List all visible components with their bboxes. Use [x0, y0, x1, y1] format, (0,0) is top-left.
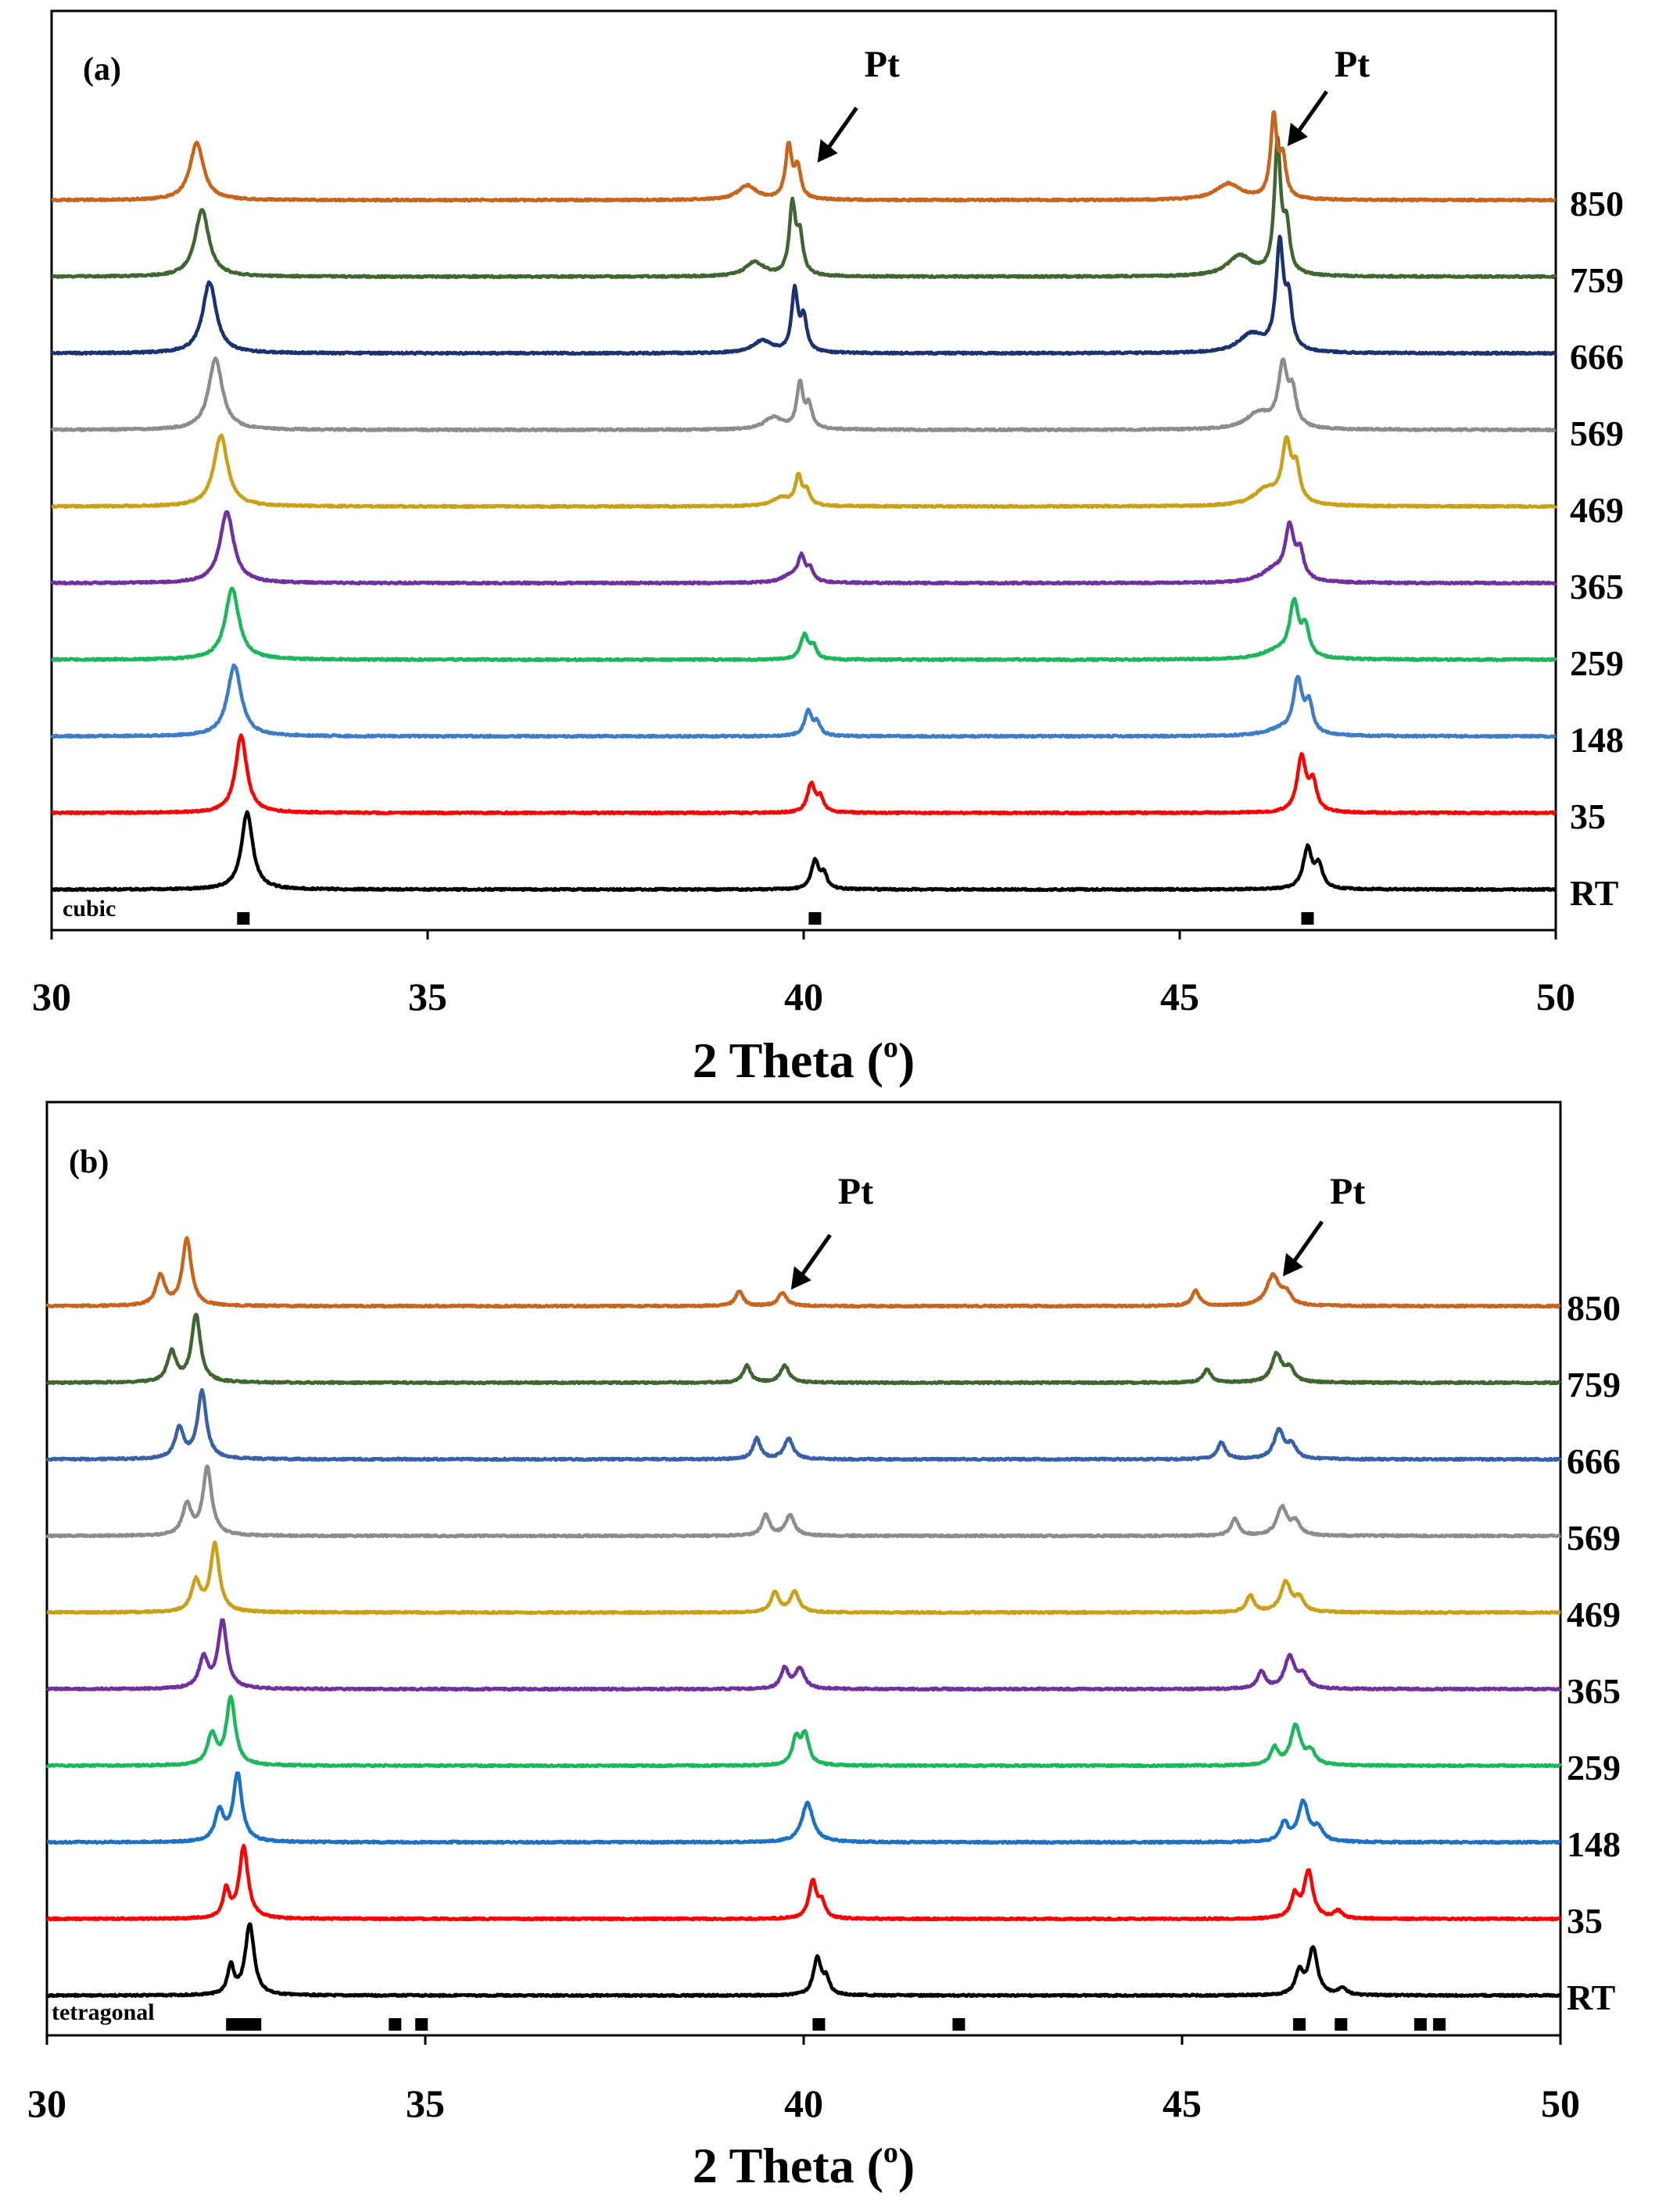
- series-line-365: [50, 510, 1557, 586]
- panel-b-frame: [45, 1101, 1562, 2037]
- x-tick-label: 50: [1536, 975, 1575, 1018]
- x-tick-label: 35: [406, 2081, 445, 2125]
- x-tick-label: 30: [27, 2081, 66, 2125]
- pt-arrow-head: [1287, 123, 1308, 147]
- temperature-label-666: 666: [1567, 1441, 1621, 1481]
- x-tick-label: 40: [784, 975, 823, 1018]
- reference-marker: [249, 2018, 262, 2031]
- x-tick-label: 45: [1160, 975, 1199, 1018]
- panel-b-x-axis: 30 35 40 45 50: [27, 2035, 1580, 2125]
- reference-marker: [415, 2018, 428, 2031]
- temperature-label-RT: RT: [1570, 873, 1618, 913]
- temperature-label-469: 469: [1570, 490, 1624, 530]
- x-tick-label: 45: [1163, 2081, 1202, 2125]
- reference-marker: [808, 912, 822, 925]
- temperature-label-148: 148: [1567, 1824, 1621, 1864]
- x-tick-label: 50: [1541, 2081, 1580, 2125]
- reference-marker: [952, 2018, 966, 2031]
- x-tick-label: 30: [32, 975, 71, 1018]
- series-line-666: [45, 1387, 1562, 1462]
- x-tick-label: 40: [784, 2081, 823, 2125]
- pt-arrow-head: [790, 1266, 812, 1290]
- series-line-259: [50, 586, 1557, 663]
- panel-b-pt-annotations: Pt Pt: [790, 1171, 1365, 1290]
- series-line-259: [45, 1695, 1562, 1769]
- series-line-35: [45, 1843, 1562, 1922]
- pt-annotation-label: Pt: [1335, 44, 1370, 85]
- pt-annotation-label: Pt: [1330, 1171, 1365, 1212]
- reference-marker: [237, 2018, 250, 2031]
- panel-b-reference-markers: [226, 2018, 1446, 2031]
- temperature-label-469: 469: [1567, 1595, 1621, 1634]
- reference-marker: [1293, 2018, 1306, 2031]
- panel-b-label: (b): [69, 1144, 109, 1180]
- reference-marker: [1335, 2018, 1348, 2031]
- temperature-label-35: 35: [1567, 1901, 1603, 1941]
- panel-a-reference-markers: [237, 912, 1314, 925]
- panel-a-label: (a): [83, 52, 121, 88]
- temperature-label-259: 259: [1567, 1748, 1621, 1788]
- series-line-759: [50, 134, 1557, 280]
- series-line-666: [50, 234, 1557, 356]
- temperature-label-666: 666: [1570, 337, 1624, 377]
- series-line-850: [50, 110, 1557, 203]
- panel-a-pt-annotations: Pt Pt: [817, 44, 1370, 163]
- series-line-850: [45, 1236, 1562, 1309]
- temperature-label-569: 569: [1567, 1518, 1621, 1558]
- temperature-label-365: 365: [1570, 567, 1624, 607]
- reference-marker: [226, 2018, 239, 2031]
- x-tick-label: 35: [408, 975, 447, 1018]
- temperature-label-RT: RT: [1567, 1978, 1615, 2017]
- series-line-148: [50, 663, 1557, 739]
- reference-marker: [1301, 912, 1314, 925]
- panel-b-phase-label: tetragonal: [52, 1999, 155, 2025]
- pt-arrow-shaft: [825, 106, 858, 152]
- series-line-569: [45, 1464, 1562, 1539]
- pt-arrow-head: [817, 139, 838, 163]
- series-line-35: [50, 733, 1557, 816]
- temperature-label-759: 759: [1570, 260, 1624, 300]
- panel-a-x-axis: 30 35 40 45 50: [32, 930, 1575, 1018]
- panel-a-series: [50, 110, 1557, 893]
- reference-marker: [812, 2018, 826, 2031]
- series-line-RT: [50, 810, 1557, 893]
- temperature-label-850: 850: [1567, 1288, 1621, 1328]
- reference-marker: [389, 2018, 402, 2031]
- panel-a-phase-label: cubic: [63, 896, 116, 922]
- panel-b-series: [45, 1236, 1562, 1999]
- reference-marker: [237, 912, 250, 925]
- series-line-365: [45, 1618, 1562, 1692]
- series-line-148: [45, 1771, 1562, 1845]
- series-line-RT: [45, 1922, 1562, 1999]
- series-line-759: [45, 1312, 1562, 1386]
- panel-a-x-axis-title: 2 Theta (o): [693, 1031, 915, 1088]
- pt-arrow-shaft: [798, 1233, 832, 1279]
- panel-b-temperature-labels: RT 35 148 259 365 469 569 666 759 850: [1567, 1288, 1621, 2017]
- panel-a-frame: [50, 9, 1557, 932]
- pt-arrow-shaft: [1290, 1220, 1324, 1265]
- pt-annotation-label: Pt: [838, 1171, 873, 1212]
- pt-arrow-head: [1283, 1252, 1303, 1276]
- series-line-569: [50, 356, 1557, 433]
- temperature-label-259: 259: [1570, 643, 1624, 683]
- series-line-469: [50, 433, 1557, 510]
- temperature-label-35: 35: [1570, 796, 1606, 836]
- temperature-label-365: 365: [1567, 1671, 1621, 1711]
- reference-marker: [1413, 2018, 1427, 2031]
- series-line-469: [45, 1540, 1562, 1616]
- panel-a-temperature-labels: RT 35 148 259 365 469 569 666 759 850: [1570, 184, 1624, 913]
- panel-b-x-axis-title: 2 Theta (o): [693, 2136, 915, 2193]
- temperature-label-569: 569: [1570, 413, 1624, 453]
- pt-arrow-shaft: [1295, 90, 1328, 135]
- temperature-label-850: 850: [1570, 184, 1624, 224]
- reference-marker: [1433, 2018, 1446, 2031]
- temperature-label-759: 759: [1567, 1365, 1621, 1405]
- temperature-label-148: 148: [1570, 720, 1624, 760]
- pt-annotation-label: Pt: [865, 44, 900, 85]
